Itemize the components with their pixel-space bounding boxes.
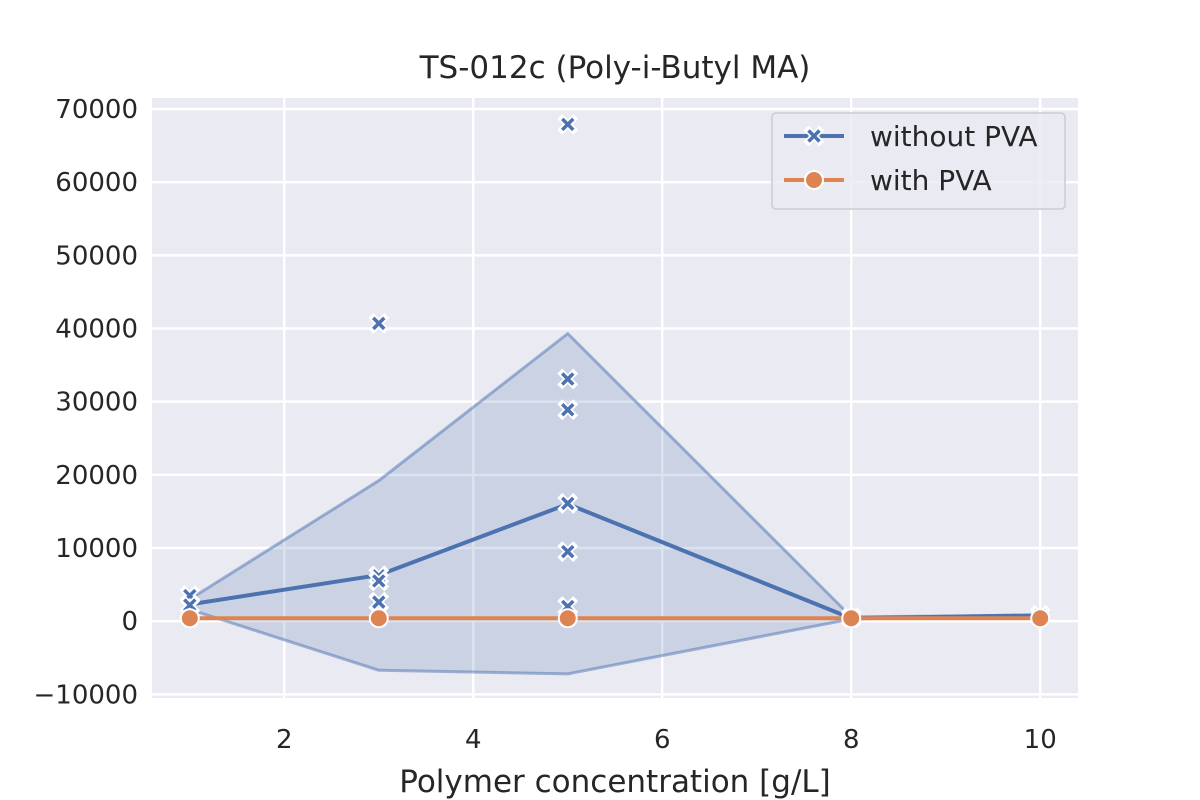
data-point-without-pva xyxy=(557,541,579,563)
y-tick-label: −10000 xyxy=(34,680,139,710)
legend: without PVA with PVA xyxy=(771,112,1066,210)
legend-box xyxy=(771,112,1066,210)
marker-cross xyxy=(372,595,386,609)
series-markers xyxy=(179,113,1051,629)
x-tick-label: 2 xyxy=(276,725,293,755)
legend-label-without-pva: without PVA xyxy=(870,120,1038,153)
y-tick-label: 0 xyxy=(121,607,138,637)
marker-cross xyxy=(561,496,575,511)
y-tick-label: 10000 xyxy=(55,534,138,564)
ci-band-without-pva xyxy=(189,333,1041,674)
legend-marker-symbol xyxy=(804,170,824,190)
marker-cross xyxy=(561,117,575,132)
marker-cross xyxy=(561,402,575,417)
x-tick-label: 4 xyxy=(465,725,482,755)
marker-cross xyxy=(372,316,386,331)
x-tick-labels: 2 4 6 8 10 xyxy=(276,725,1057,755)
y-tick-label: 40000 xyxy=(55,314,138,344)
y-tick-label: 70000 xyxy=(55,95,138,125)
marker-cross xyxy=(561,372,575,386)
data-point-with-pva xyxy=(557,608,578,629)
marker-cross xyxy=(561,544,575,559)
chart-title: TS-012c (Poly-i-Butyl MA) xyxy=(419,50,811,86)
legend-marker-with-pva xyxy=(804,170,824,190)
grid xyxy=(152,98,1078,698)
y-tick-label: 30000 xyxy=(55,388,138,418)
data-point-with-pva xyxy=(368,608,389,629)
marker-cross xyxy=(807,129,821,143)
data-point-without-pva xyxy=(368,591,390,613)
legend-label-with-pva: with PVA xyxy=(870,164,992,197)
x-tick-label: 8 xyxy=(843,725,860,755)
legend-marker-symbol xyxy=(803,125,825,147)
y-tick-label: 50000 xyxy=(55,241,138,271)
data-point-without-pva xyxy=(368,570,390,592)
data-point-without-pva xyxy=(179,594,201,616)
y-tick-label: 60000 xyxy=(55,168,138,198)
y-tick-labels: −10000 0 10000 20000 30000 40000 50000 60000 700… xyxy=(34,95,139,710)
x-axis-title: Polymer concentration [g/L] xyxy=(399,764,831,800)
data-point-without-pva xyxy=(368,312,390,334)
marker-cross xyxy=(183,598,197,612)
data-point-with-pva xyxy=(1030,608,1051,629)
y-tick-label: 20000 xyxy=(55,461,138,491)
data-point-without-pva xyxy=(557,368,579,390)
data-point-with-pva xyxy=(841,608,862,629)
marker-cross xyxy=(372,574,386,588)
data-point-without-pva xyxy=(557,492,579,514)
data-point-without-pva xyxy=(557,399,579,421)
data-point-without-pva xyxy=(557,113,579,135)
legend-marker-without-pva xyxy=(803,125,825,147)
data-point-with-pva xyxy=(179,608,200,629)
x-tick-label: 10 xyxy=(1024,725,1057,755)
x-tick-label: 6 xyxy=(654,725,671,755)
